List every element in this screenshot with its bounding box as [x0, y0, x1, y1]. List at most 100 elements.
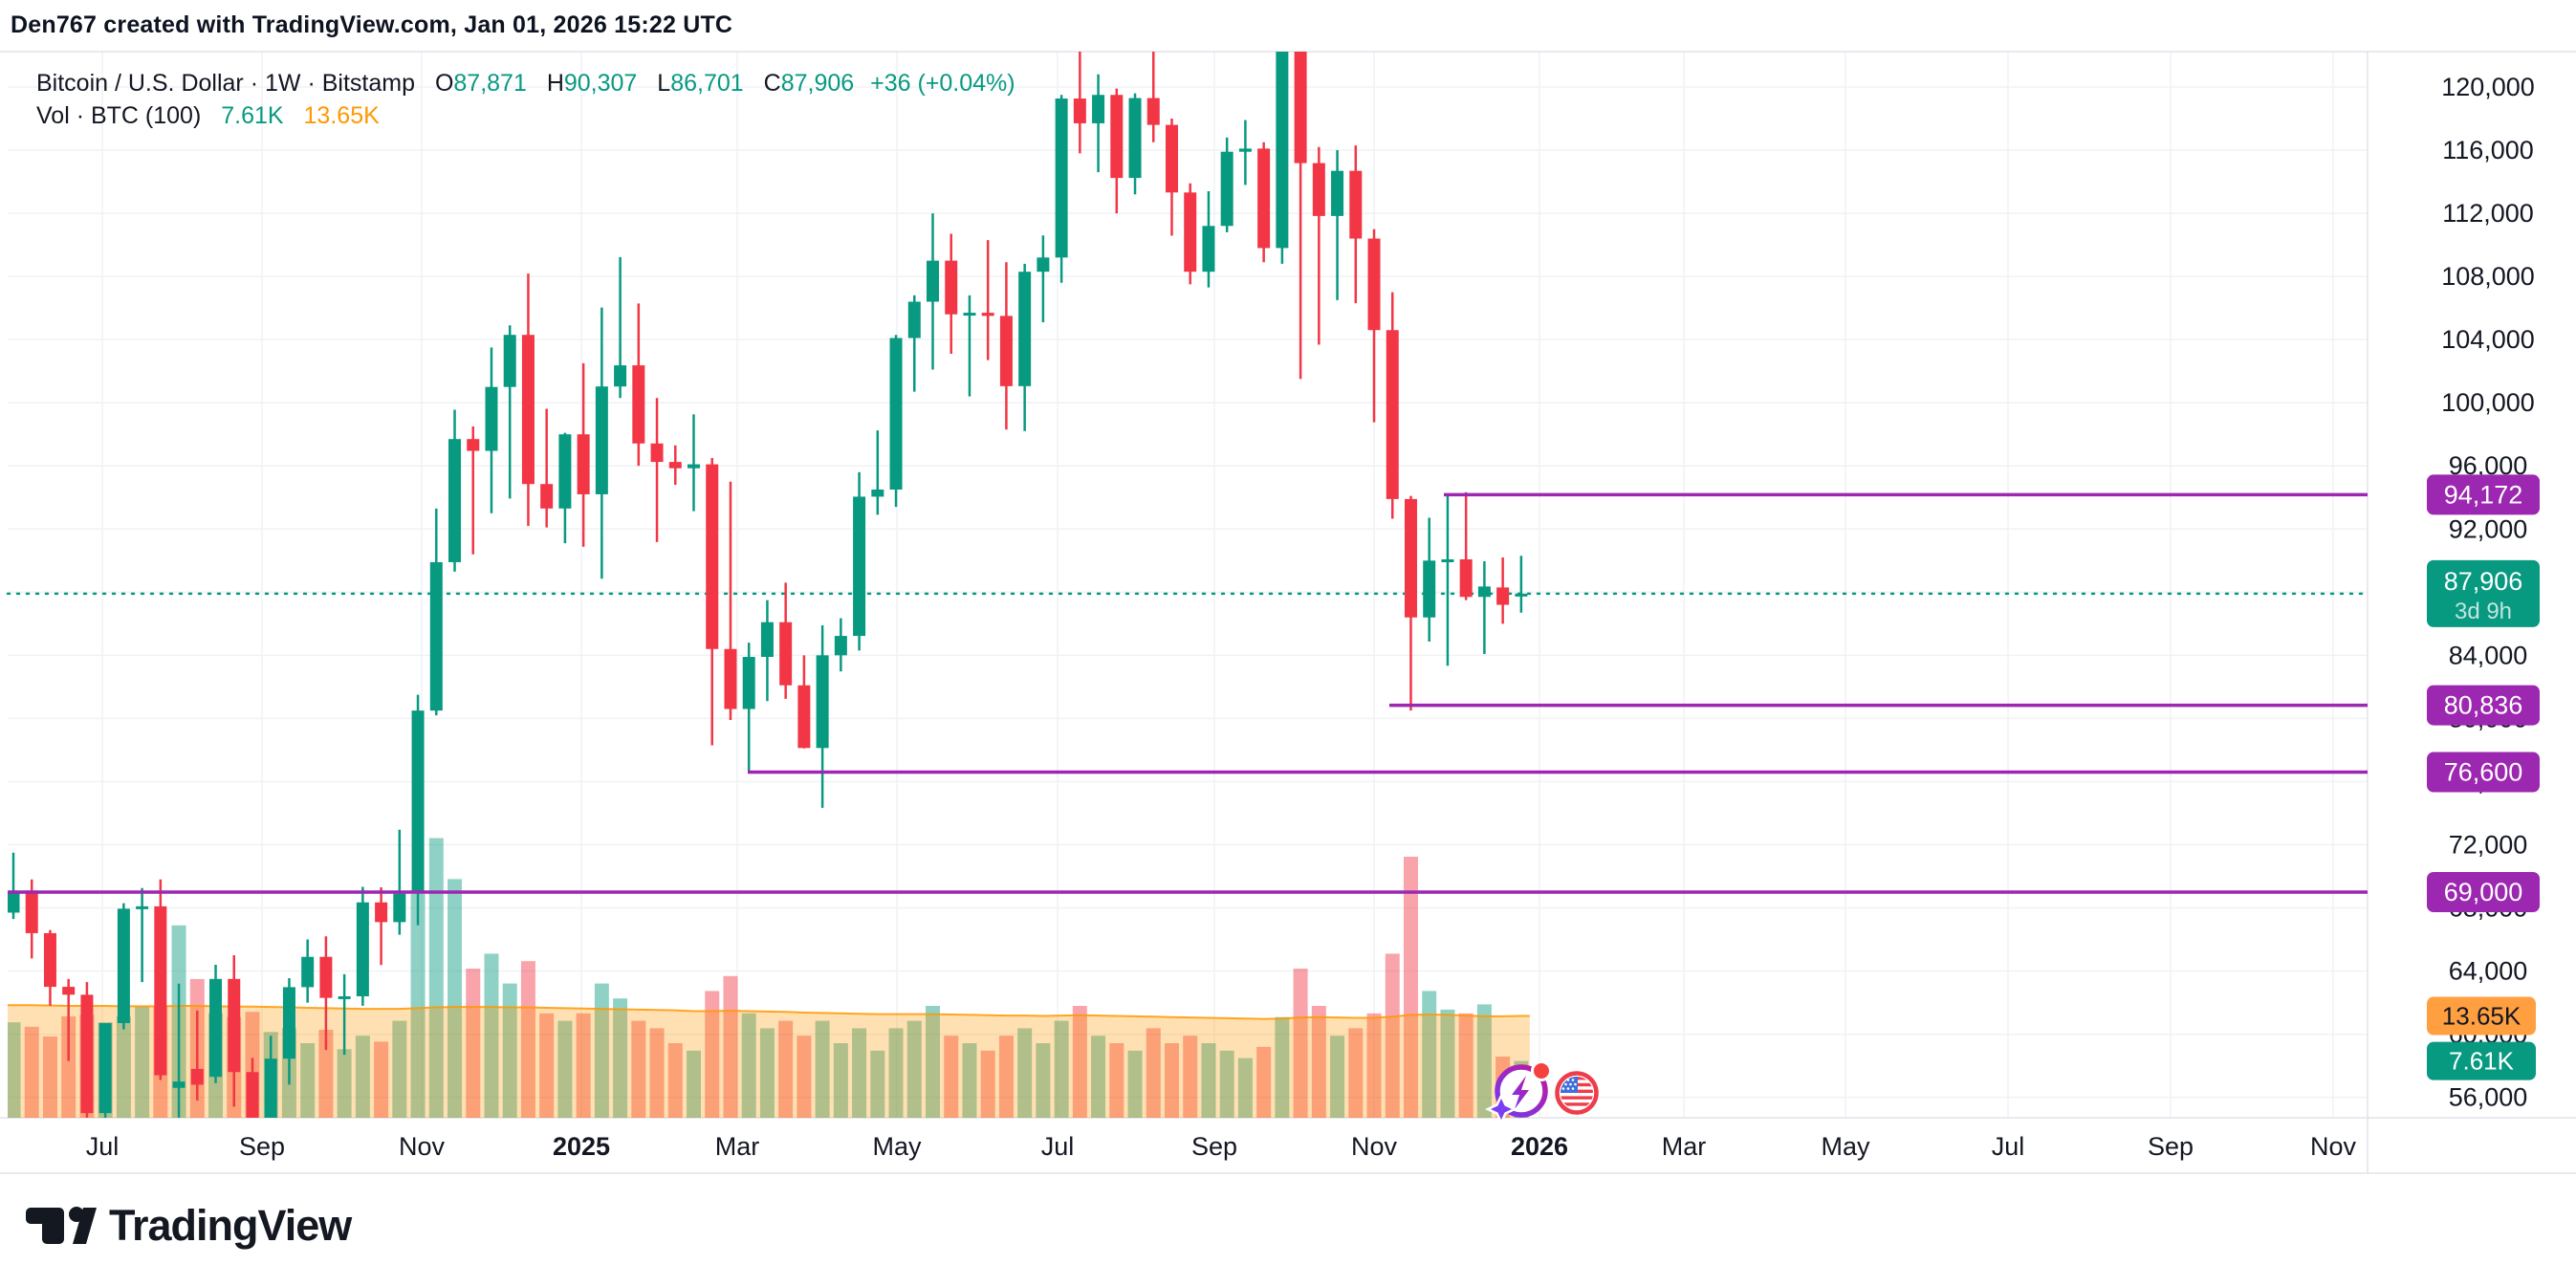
svg-text:64,000: 64,000	[2449, 957, 2528, 986]
price-line-badge	[2427, 685, 2540, 726]
svg-text:120,000: 120,000	[2441, 73, 2535, 101]
candle	[650, 398, 664, 542]
candle	[319, 936, 333, 1051]
svg-text:Sep: Sep	[239, 1132, 285, 1161]
gridlines	[8, 52, 2368, 1118]
chart-legend: Bitcoin / U.S. Dollar · 1W · Bitstamp O8…	[36, 67, 1015, 132]
candle	[411, 694, 425, 926]
candle	[1515, 556, 1528, 613]
svg-text:7.61K: 7.61K	[2449, 1047, 2515, 1076]
volume-bar	[539, 1013, 555, 1118]
candle	[632, 303, 645, 467]
svg-text:92,000: 92,000	[2449, 514, 2528, 543]
candle	[1404, 495, 1417, 711]
candle	[172, 983, 186, 1118]
interval-label[interactable]: 1W	[264, 70, 301, 97]
svg-text:Nov: Nov	[2310, 1132, 2357, 1161]
volume-bar	[1422, 991, 1437, 1118]
tradingview-logo-text: TradingView	[109, 1201, 352, 1250]
volume-bar	[1036, 1043, 1051, 1118]
candle	[264, 1036, 277, 1118]
volume-bar	[870, 1050, 885, 1118]
open-label: O	[434, 70, 454, 97]
volume-bar	[741, 1013, 756, 1118]
exchange-label[interactable]: Bitstamp	[321, 70, 415, 97]
candle	[760, 600, 774, 702]
candle	[1331, 150, 1344, 300]
volume-bar	[759, 1028, 775, 1118]
candle	[1128, 93, 1142, 195]
svg-text:100,000: 100,000	[2441, 388, 2535, 417]
low-value: 86,701	[670, 70, 744, 97]
volume-bar	[852, 1028, 867, 1118]
candle	[1073, 52, 1086, 154]
volume-bar	[484, 953, 499, 1118]
volume-bar	[1146, 1028, 1161, 1118]
legend-symbol-row: Bitcoin / U.S. Dollar · 1W · Bitstamp O8…	[36, 70, 1015, 97]
tradingview-logo[interactable]: TradingView	[23, 1201, 352, 1251]
candle	[871, 430, 884, 515]
candles	[8, 52, 1528, 1118]
volume-study-title[interactable]: Vol · BTC (100)	[36, 102, 202, 129]
volume-bar	[1293, 969, 1308, 1118]
svg-text:Jul: Jul	[1041, 1132, 1075, 1161]
svg-text:Mar: Mar	[715, 1132, 760, 1161]
candle	[595, 307, 608, 579]
candle	[779, 582, 793, 699]
candle	[117, 903, 130, 1030]
volume-bar	[1403, 857, 1418, 1118]
candle	[1441, 494, 1454, 666]
candle	[1202, 190, 1215, 288]
close-value: 87,906	[780, 70, 855, 97]
candle	[429, 508, 443, 716]
volume-bar	[631, 1020, 646, 1118]
volume-bar	[24, 1026, 39, 1118]
flash-sticker-icon	[1485, 1060, 1552, 1125]
volume-bar	[1256, 1046, 1272, 1118]
svg-text:108,000: 108,000	[2441, 262, 2535, 291]
candle	[375, 887, 388, 966]
svg-text:94,172: 94,172	[2444, 480, 2523, 509]
volume-ma-area	[8, 1004, 1530, 1118]
candle	[1092, 74, 1105, 173]
close-label: C	[763, 70, 781, 97]
svg-text:Nov: Nov	[1351, 1132, 1398, 1161]
candle	[742, 643, 755, 773]
volume-bar	[374, 1041, 389, 1118]
volume-bar	[61, 1015, 76, 1118]
candle	[706, 457, 719, 746]
volume-bar	[410, 894, 426, 1118]
candle	[1459, 491, 1473, 600]
candle	[521, 273, 535, 526]
low-label: L	[657, 70, 671, 97]
candle	[577, 362, 590, 547]
volume-bar	[502, 983, 517, 1118]
candle	[963, 294, 976, 397]
candle	[614, 256, 627, 399]
current-price-badge	[2427, 559, 2540, 627]
svg-text:Sep: Sep	[2148, 1132, 2194, 1161]
volume-bar	[42, 1036, 57, 1118]
high-value: 90,307	[563, 70, 638, 97]
candle	[1037, 235, 1050, 322]
candle	[853, 471, 866, 651]
candle	[1312, 146, 1325, 345]
volume-bar	[520, 961, 535, 1118]
candle	[1184, 183, 1197, 285]
volume-bar	[1366, 1013, 1382, 1118]
candle	[43, 929, 56, 1006]
volume-bar	[649, 1028, 665, 1118]
candle	[448, 409, 462, 572]
symbol-name[interactable]: Bitcoin / U.S. Dollar	[36, 70, 244, 97]
svg-text:Nov: Nov	[399, 1132, 446, 1161]
volume-bar	[116, 1015, 131, 1118]
candle	[1423, 517, 1436, 642]
candle	[356, 886, 369, 1006]
change-value: +36 (+0.04%)	[870, 70, 1015, 97]
volume-bar	[1017, 1028, 1033, 1118]
candle	[945, 233, 958, 355]
volume-bar	[1458, 1013, 1474, 1118]
candle	[301, 939, 315, 1003]
volume-ma-badge	[2427, 996, 2536, 1036]
